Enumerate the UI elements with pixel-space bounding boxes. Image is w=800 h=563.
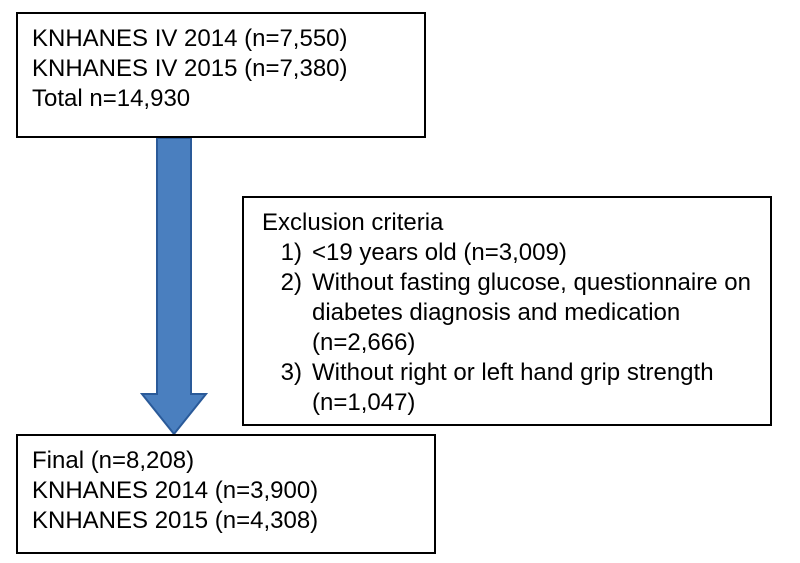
exclusion-item-2-text: Without fasting glucose, questionnaire o… — [312, 268, 754, 358]
bottom-line-3: KNHANES 2015 (n=4,308) — [32, 506, 420, 536]
top-line-1: KNHANES IV 2014 (n=7,550) — [32, 24, 410, 54]
exclusion-item-1-num: 1) — [262, 238, 312, 268]
exclusion-item-3-num: 3) — [262, 358, 312, 418]
final-population-box: Final (n=8,208) KNHANES 2014 (n=3,900) K… — [16, 434, 436, 554]
exclusion-criteria-box: Exclusion criteria 1) <19 years old (n=3… — [242, 196, 772, 426]
top-line-2: KNHANES IV 2015 (n=7,380) — [32, 54, 410, 84]
exclusion-item-3: 3) Without right or left hand grip stren… — [262, 358, 754, 418]
initial-population-box: KNHANES IV 2014 (n=7,550) KNHANES IV 201… — [16, 12, 426, 138]
flowchart-canvas: KNHANES IV 2014 (n=7,550) KNHANES IV 201… — [0, 0, 800, 563]
exclusion-item-1: 1) <19 years old (n=3,009) — [262, 238, 754, 268]
exclusion-item-3-text: Without right or left hand grip strength… — [312, 358, 754, 418]
exclusion-item-2-num: 2) — [262, 268, 312, 358]
arrow-down-icon — [138, 138, 210, 434]
bottom-line-1: Final (n=8,208) — [32, 446, 420, 476]
exclusion-item-1-text: <19 years old (n=3,009) — [312, 238, 754, 268]
bottom-line-2: KNHANES 2014 (n=3,900) — [32, 476, 420, 506]
exclusion-item-2: 2) Without fasting glucose, questionnair… — [262, 268, 754, 358]
exclusion-title: Exclusion criteria — [262, 208, 754, 238]
top-line-3: Total n=14,930 — [32, 84, 410, 114]
flow-arrow-down — [138, 138, 210, 434]
